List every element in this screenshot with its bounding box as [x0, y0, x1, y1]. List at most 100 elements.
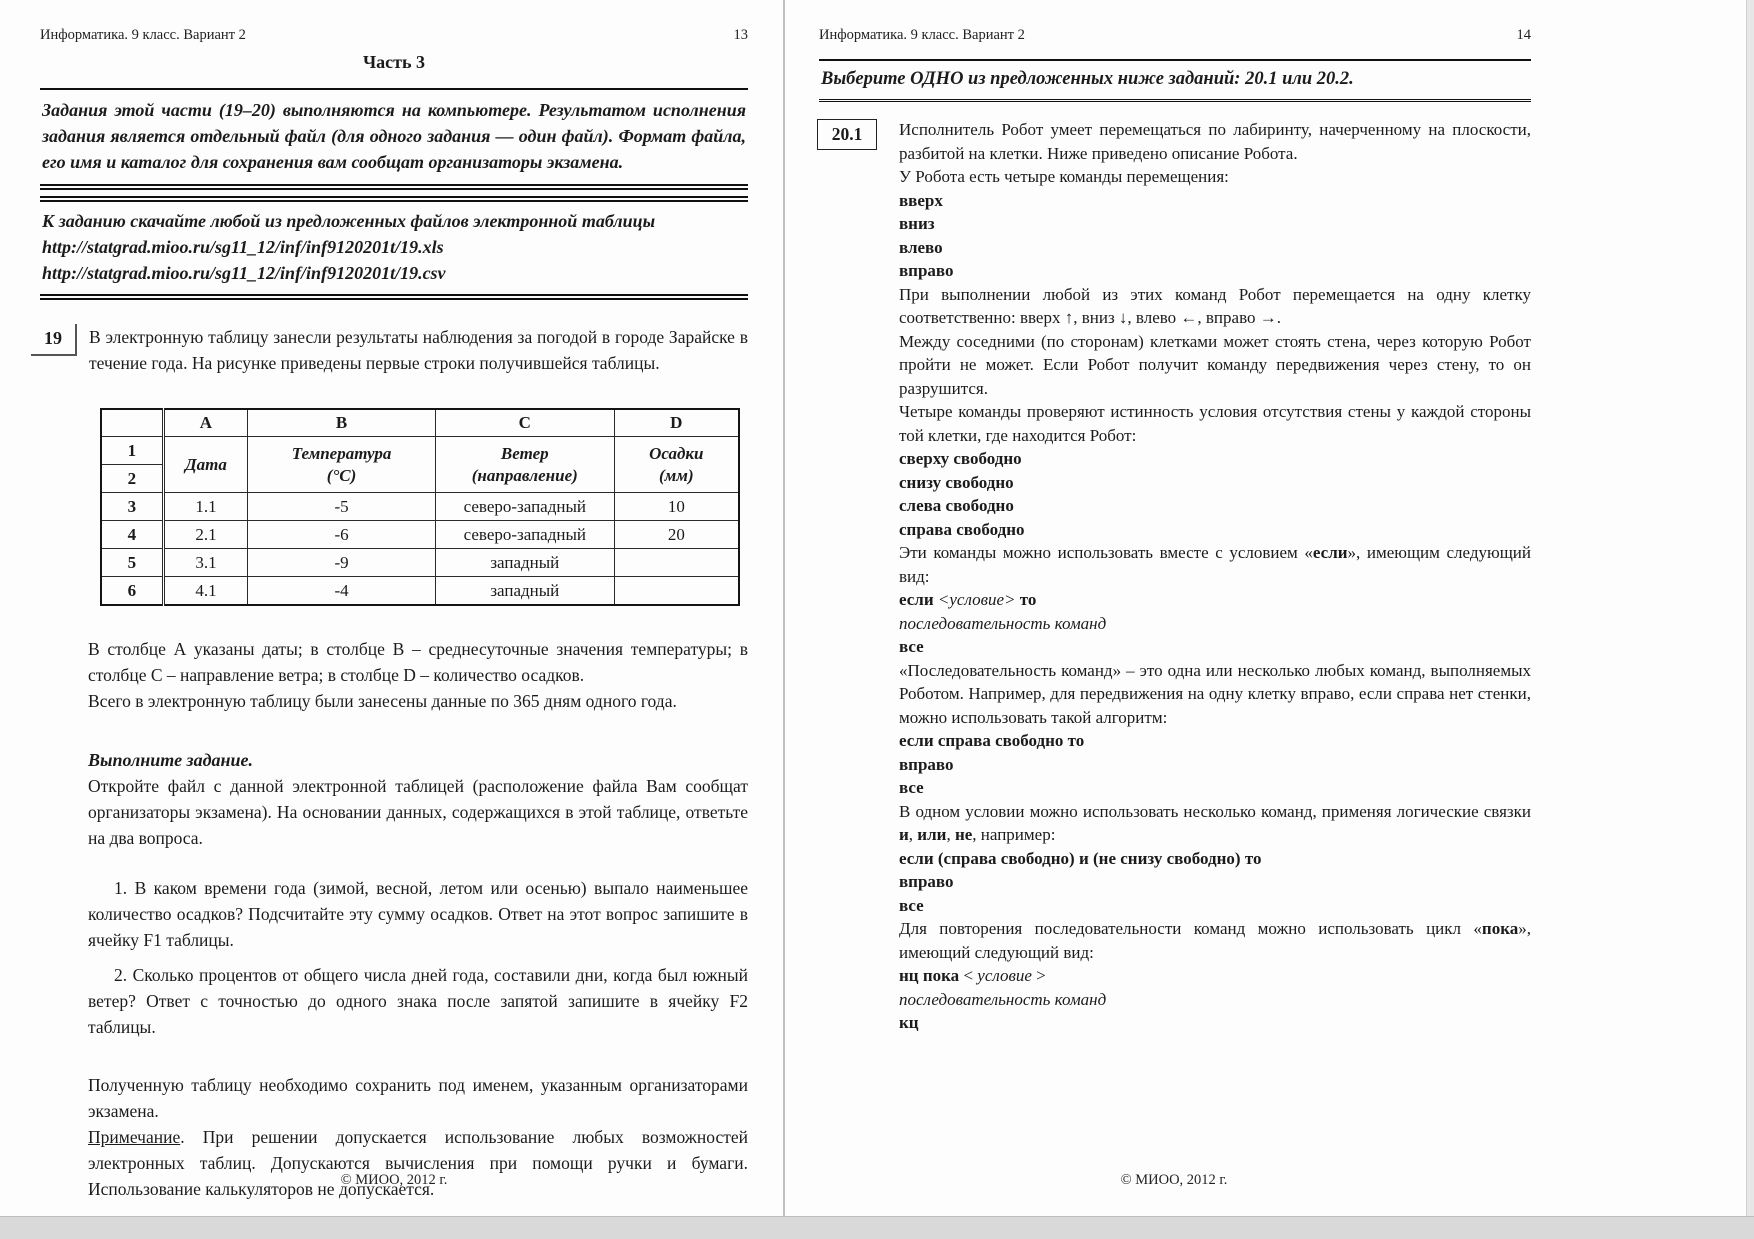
field-line: Осадки [649, 443, 704, 463]
text-segment: пока [1481, 919, 1519, 938]
task-19-number-box: 19 [31, 324, 77, 356]
download-notice: К заданию скачайте любой из предложенных… [40, 196, 748, 300]
text-segment: > [1031, 966, 1046, 985]
scan-edge-right [1746, 0, 1754, 1217]
table-row: 6 4.1 -4 западный [100, 576, 740, 606]
text-line: кц [899, 1011, 1531, 1035]
text-line: Для повторения последовательности команд… [899, 917, 1531, 964]
field-header-row: 1 Дата Температура (°С) Ветер (направлен… [100, 436, 740, 493]
text-segment: вправо [899, 872, 954, 891]
column-header-c: C [434, 408, 615, 437]
download-text: К заданию скачайте любой из предложенных… [42, 211, 656, 231]
text-segment: нц пока [899, 966, 960, 985]
cell-date: 4.1 [162, 576, 249, 606]
field-line: (мм) [659, 465, 694, 485]
text-segment: кц [899, 1013, 919, 1032]
text-line: Эти команды можно использовать вместе с … [899, 541, 1531, 588]
text-segment: <условие> [937, 590, 1016, 609]
row-number: 5 [100, 548, 165, 577]
text-segment: все [899, 895, 924, 915]
cell-temp: -6 [247, 520, 436, 549]
text-segment: если [1312, 543, 1348, 562]
text-segment: Четыре команды проверяют истинность усло… [899, 402, 1531, 445]
text-segment: «Последовательность команд» – это одна и… [899, 660, 1531, 727]
cell-precip [613, 576, 740, 606]
note-paragraph: Примечание. При решении допускается испо… [88, 1124, 748, 1202]
page-13: Информатика. 9 класс. Вариант 2 13 Часть… [0, 0, 783, 1217]
text-segment: слева свободно [899, 496, 1014, 515]
total-note: Всего в электронную таблицу были занесен… [88, 691, 677, 711]
question-1: 1. В каком времени года (зимой, весной, … [88, 878, 748, 950]
text-segment: сверху свободно [899, 449, 1022, 468]
text-segment: все [899, 637, 924, 656]
page-14: Информатика. 9 класс. Вариант 2 14 Выбер… [785, 0, 1747, 1217]
text-segment: или [917, 825, 947, 844]
text-line: все [899, 776, 1531, 800]
cell-temp: -4 [247, 576, 436, 606]
text-line: При выполнении любой из этих команд Робо… [899, 283, 1531, 330]
column-letters-row: A B C D [100, 408, 740, 437]
choose-task-banner: Выберите ОДНО из предложенных ниже задан… [819, 59, 1531, 102]
text-line: вправо [899, 870, 1531, 894]
text-segment: вверх [899, 190, 943, 210]
scan-edge-bottom [0, 1216, 1754, 1239]
page-divider [783, 0, 785, 1217]
cell-wind: северо-западный [434, 492, 615, 521]
cell-date: 2.1 [162, 520, 249, 549]
columns-note: В столбце А указаны даты; в столбце В – … [88, 639, 748, 685]
field-line: (°С) [326, 465, 357, 485]
page-number: 13 [733, 27, 749, 43]
row-number: 3 [100, 492, 165, 521]
text-line: Четыре команды проверяют истинность усло… [899, 400, 1531, 447]
task-20-1: 20.1 Исполнитель Робот умеет перемещатьс… [817, 118, 1531, 1035]
text-line: вверх [899, 189, 1531, 213]
question-2: 2. Сколько процентов от общего числа дне… [88, 965, 748, 1037]
text-segment: У Робота есть четыре команды перемещения… [899, 167, 1229, 186]
field-line: Дата [185, 454, 227, 474]
header-title: Информатика. 9 класс. Вариант 2 [40, 27, 246, 43]
text-line: если справа свободно то [899, 729, 1531, 753]
text-segment: если (справа свободно) и (не снизу свобо… [899, 848, 1262, 868]
scanned-spread-background [0, 0, 1747, 1217]
text-segment: влево [899, 237, 943, 257]
text-line: вниз [899, 212, 1531, 236]
text-line: У Робота есть четыре команды перемещения… [899, 165, 1531, 189]
text-segment: , например: [972, 825, 1056, 844]
text-line: справа свободно [899, 518, 1531, 542]
field-date: Дата [162, 436, 249, 493]
text-segment: Исполнитель Робот умеет перемещаться по … [899, 120, 1531, 163]
text-line: нц пока < условие > [899, 964, 1531, 988]
save-note: Полученную таблицу необходимо сохранить … [88, 1075, 748, 1121]
text-line: слева свободно [899, 494, 1531, 518]
field-line: Температура [291, 443, 392, 463]
text-segment: Эти команды можно использовать вместе с … [899, 543, 1313, 562]
text-segment: При выполнении любой из этих команд Робо… [899, 284, 1531, 328]
field-line: (направление) [471, 465, 578, 485]
open-file-paragraph: Откройте файл с данной электронной табли… [88, 776, 748, 848]
exercise-heading: Выполните задание. [88, 750, 253, 770]
corner-cell [100, 408, 165, 437]
task-20-1-number-box: 20.1 [817, 119, 877, 150]
text-segment: не [954, 825, 973, 844]
text-segment: , [946, 825, 955, 844]
cell-wind: западный [434, 576, 615, 606]
text-segment: вправо [899, 754, 954, 774]
text-line: последовательность команд [899, 988, 1531, 1012]
row-number: 4 [100, 520, 165, 549]
text-line: сверху свободно [899, 447, 1531, 471]
text-segment: все [899, 778, 924, 797]
text-segment: последовательность команд [899, 989, 1107, 1009]
text-segment: условие [977, 966, 1032, 985]
text-segment: если справа свободно то [899, 731, 1085, 750]
header-title: Информатика. 9 класс. Вариант 2 [819, 27, 1025, 43]
cell-precip [613, 548, 740, 577]
footer-credit: © МИОО, 2012 г. [1120, 1172, 1228, 1188]
text-line: все [899, 894, 1531, 918]
text-line: если <условие> то [899, 588, 1531, 612]
intro-notice: Задания этой части (19–20) выполняются н… [40, 88, 748, 190]
robot-description: Исполнитель Робот умеет перемещаться по … [899, 118, 1531, 1035]
field-precipitation: Осадки (мм) [613, 436, 740, 493]
column-header-b: B [247, 408, 436, 437]
page-number: 14 [1516, 27, 1532, 43]
text-line: снизу свободно [899, 471, 1531, 495]
